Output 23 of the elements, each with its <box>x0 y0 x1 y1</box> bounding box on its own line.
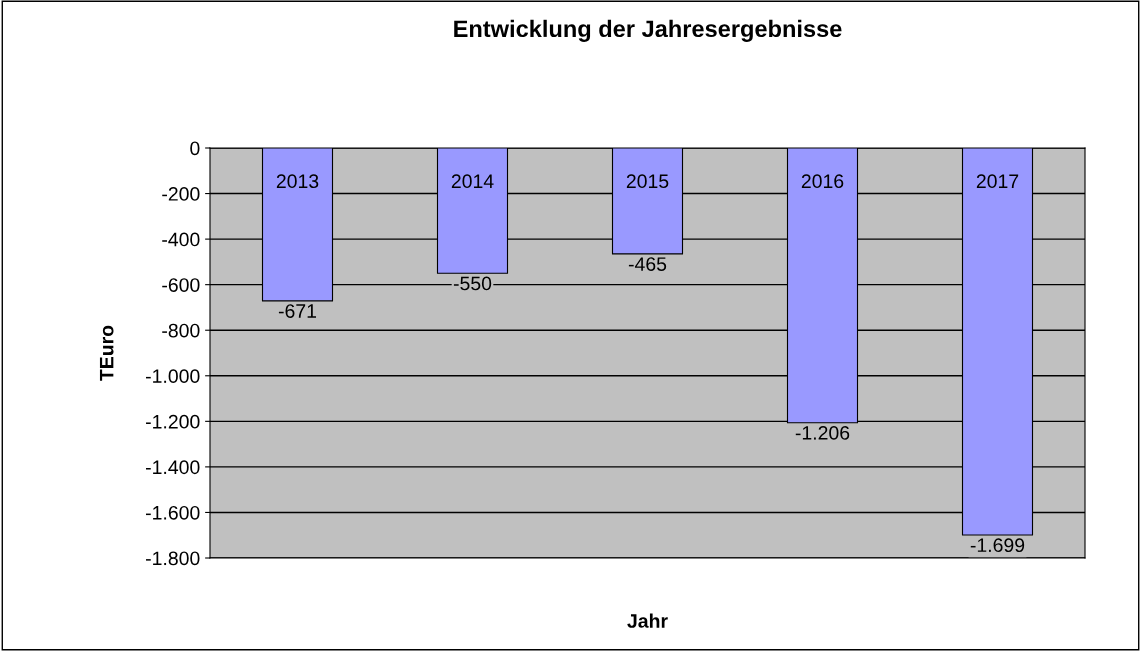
x-tick-label: 2017 <box>976 174 1019 189</box>
y-axis-title: TEuro <box>99 325 114 381</box>
x-tick-label: 2014 <box>451 174 494 189</box>
y-tick-label: -800 <box>162 323 200 338</box>
y-tick-label: -1.800 <box>146 551 200 566</box>
y-tick-label: -400 <box>162 232 200 247</box>
y-tick-label: -600 <box>162 278 200 292</box>
data-label: -465 <box>628 257 667 271</box>
y-tick-label: 0 <box>190 141 200 156</box>
x-tick-label: 2013 <box>276 174 319 189</box>
y-tick-label: -1.400 <box>146 460 200 475</box>
y-tick-label: -1.600 <box>146 505 200 520</box>
y-tick-label: -1.200 <box>146 414 200 429</box>
data-label: -1.699 <box>970 538 1025 553</box>
x-axis-title: Jahr <box>627 613 668 628</box>
y-tick-label: -200 <box>162 187 200 201</box>
data-label: -550 <box>453 276 492 291</box>
x-tick-label: 2016 <box>801 174 844 189</box>
chart-title: Entwicklung der Jahresergebnisse <box>454 19 842 42</box>
data-label: -1.206 <box>795 425 850 440</box>
x-tick-label: 2015 <box>626 174 669 189</box>
y-tick-label: -1.000 <box>146 369 200 384</box>
data-label: -671 <box>278 304 317 318</box>
